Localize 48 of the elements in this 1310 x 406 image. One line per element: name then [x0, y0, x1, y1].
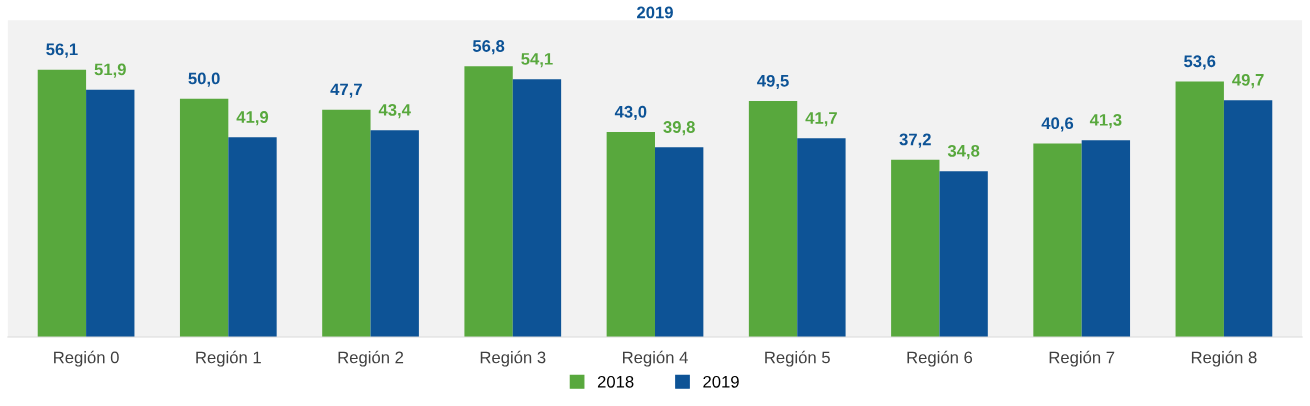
bar — [179, 98, 229, 337]
data-label: 34,8 — [947, 144, 980, 160]
data-label: 43,0 — [614, 105, 647, 121]
data-label: 39,8 — [663, 121, 695, 136]
bar — [1081, 140, 1131, 337]
data-label: 41,7 — [805, 112, 837, 127]
x-tick-label: Región 3 — [480, 350, 546, 367]
bar — [891, 159, 940, 337]
bar — [1223, 100, 1273, 337]
data-label: 49,7 — [1232, 73, 1264, 89]
bar — [655, 147, 704, 337]
bar — [1033, 143, 1082, 337]
legend-label: 2019 — [703, 375, 739, 388]
x-tick-label: Región 2 — [338, 350, 404, 367]
bar — [748, 101, 798, 337]
data-label: 56,8 — [472, 40, 505, 55]
data-label: 41,3 — [1089, 113, 1122, 129]
data-label: 50,0 — [188, 72, 220, 87]
data-label: 43,4 — [378, 103, 411, 119]
bar — [228, 137, 277, 337]
x-tick-label: Región 1 — [196, 350, 261, 367]
x-tick-label: Región 5 — [765, 350, 830, 367]
bar — [86, 89, 135, 337]
bar — [512, 79, 562, 337]
data-label: 51,9 — [94, 63, 126, 78]
data-label: 49,5 — [757, 74, 789, 90]
bar — [322, 109, 371, 337]
data-label: 37,2 — [899, 133, 931, 148]
bar — [1175, 81, 1224, 337]
data-label: 56,1 — [46, 43, 78, 58]
x-tick-label: Región 6 — [907, 350, 973, 367]
x-tick-label: Región 8 — [1191, 350, 1257, 367]
legend-label: 2018 — [597, 375, 634, 388]
data-label: 40,6 — [1041, 117, 1074, 132]
bar — [606, 132, 655, 337]
data-label: 41,9 — [236, 111, 269, 126]
bar — [370, 130, 419, 337]
bar — [37, 69, 87, 337]
bar — [797, 138, 846, 337]
x-tick-label: Región 4 — [623, 350, 688, 367]
data-label: 47,7 — [330, 83, 362, 98]
data-label: 54,1 — [521, 53, 553, 68]
bar — [464, 66, 513, 337]
x-tick-label: Región 7 — [1049, 350, 1115, 367]
bar — [939, 171, 988, 337]
x-tick-label: Región 0 — [54, 350, 119, 367]
data-label: 53,6 — [1184, 55, 1216, 70]
chart-title: 2019 — [637, 6, 673, 19]
